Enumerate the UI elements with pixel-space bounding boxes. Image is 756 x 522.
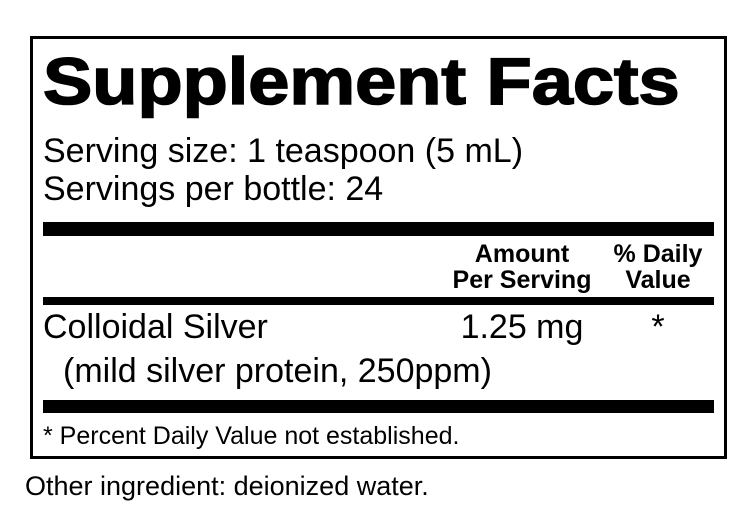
divider-medium-header <box>43 297 714 305</box>
daily-value-header-line2: Value <box>625 266 691 294</box>
column-header-row: Amount Per Serving % Daily Value <box>43 236 714 297</box>
divider-thick-bottom <box>43 400 714 413</box>
servings-per-bottle-text: Servings per bottle: 24 <box>43 170 384 208</box>
amount-header-line2: Per Serving <box>452 266 592 294</box>
nutrient-sub-description: (mild silver protein, 250ppm) <box>63 352 492 390</box>
serving-size-text: Serving size: 1 teaspoon (5 mL) <box>43 132 524 170</box>
nutrient-amount: 1.25 mg <box>460 308 584 346</box>
daily-value-footnote: * Percent Daily Value not established. <box>43 422 460 450</box>
panel-title: Supplement Facts <box>42 44 680 118</box>
table-row: Colloidal Silver 1.25 mg * <box>43 305 714 349</box>
nutrient-daily-value: * <box>651 308 665 346</box>
amount-header-line1: Amount <box>474 240 570 268</box>
supplement-facts-panel: Supplement Facts Serving size: 1 teaspoo… <box>30 36 727 459</box>
other-ingredient-text: Other ingredient: deionized water. <box>25 471 429 501</box>
divider-thick-top <box>43 222 714 236</box>
amount-per-serving-header: Amount Per Serving <box>442 241 602 293</box>
daily-value-header-line1: % Daily <box>613 240 703 268</box>
daily-value-header: % Daily Value <box>602 241 714 293</box>
nutrient-name: Colloidal Silver <box>43 308 268 346</box>
serving-info: Serving size: 1 teaspoon (5 mL) Servings… <box>43 132 714 208</box>
